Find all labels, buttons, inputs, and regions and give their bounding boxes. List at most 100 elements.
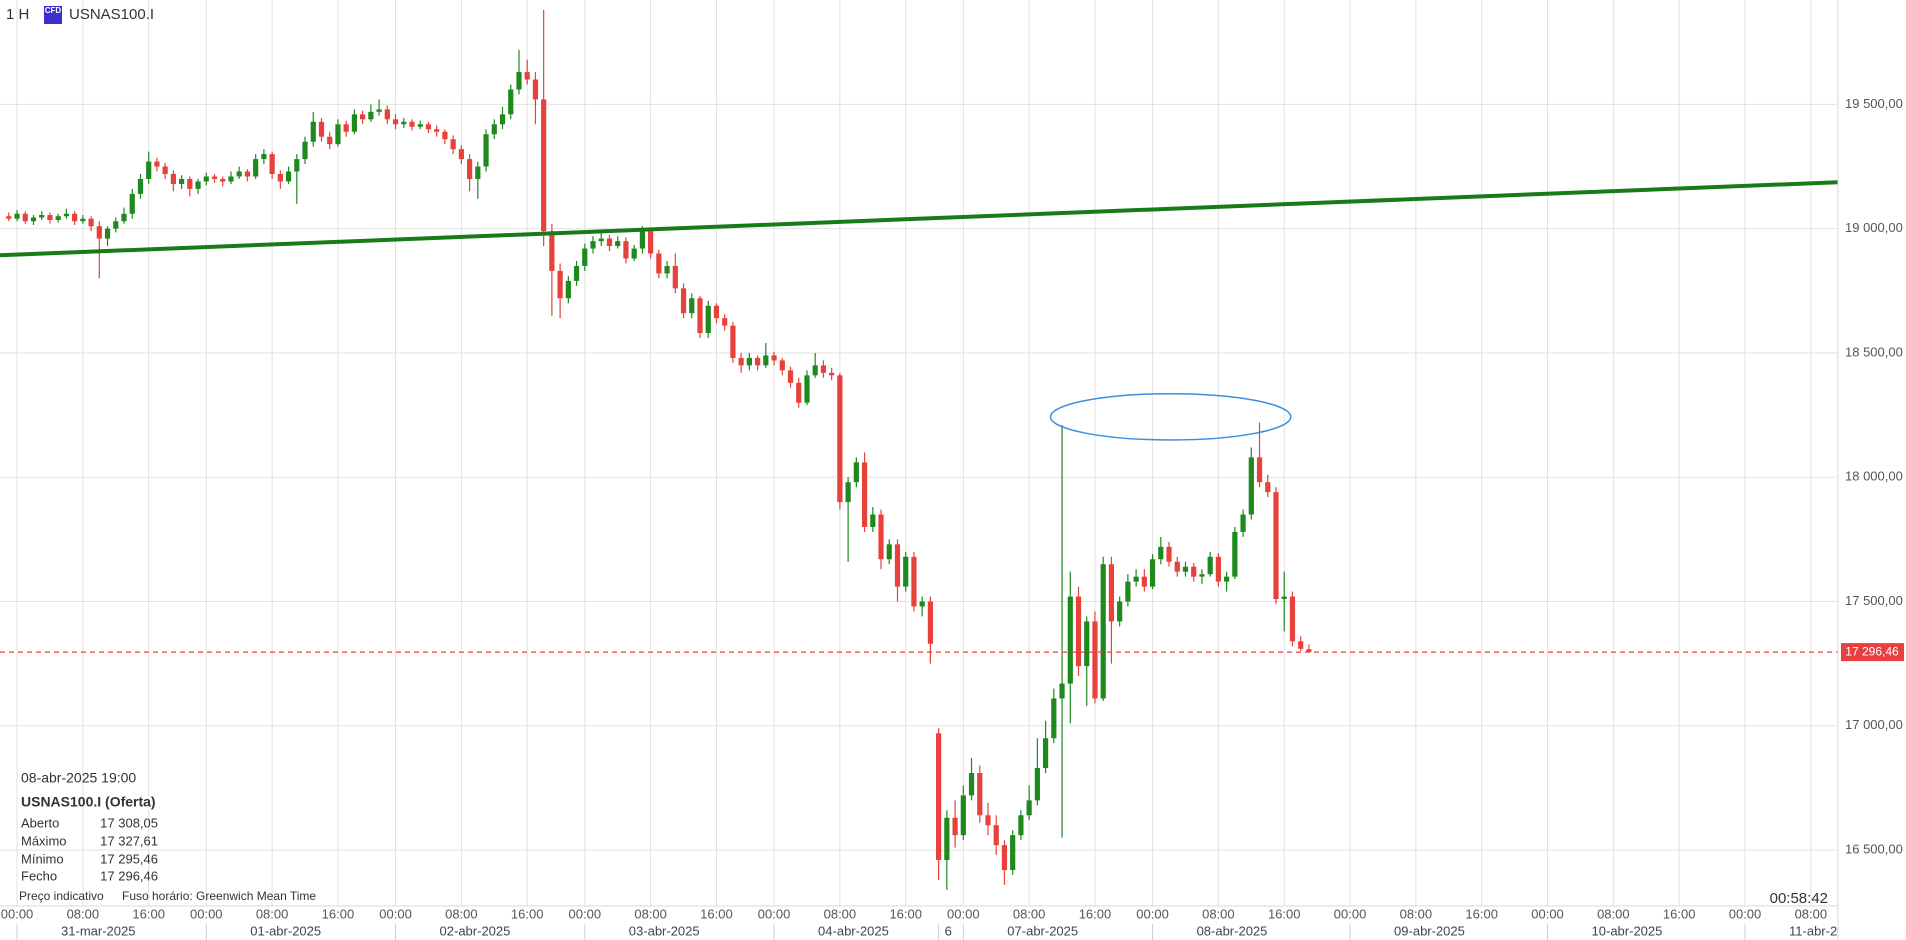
date-row: 31-mar-2025 01-abr-2025 02-abr-2025 03-abr-… xyxy=(16,923,1838,940)
x-tick-label: 08:00 xyxy=(1400,906,1433,921)
candle-body xyxy=(310,121,316,142)
candle-body xyxy=(919,601,925,607)
y-tick-label: 19 000,00 xyxy=(1845,220,1903,235)
candle-body xyxy=(524,72,530,80)
candle-body xyxy=(499,114,506,125)
candle-body xyxy=(812,365,818,376)
candle-body xyxy=(47,215,53,220)
plot xyxy=(0,9,1838,890)
candle-body xyxy=(368,111,374,120)
candle-body xyxy=(376,109,382,112)
candle-body xyxy=(467,159,473,179)
candle-body xyxy=(968,773,975,796)
candle-body xyxy=(565,280,571,299)
candle-body xyxy=(88,218,94,227)
candle-body xyxy=(508,89,514,115)
candle-body xyxy=(779,360,785,371)
info-symbol: USNAS100.I (Oferta) xyxy=(21,794,156,810)
candle-body xyxy=(1051,698,1057,739)
last-price-box xyxy=(1841,643,1904,662)
candle-body xyxy=(327,136,333,145)
info-value: 17 308,05 xyxy=(100,815,158,830)
candle-body xyxy=(1010,835,1016,870)
candle-body xyxy=(30,217,37,222)
date-label: 01-abr-2025 xyxy=(250,923,321,938)
candle-body xyxy=(1075,596,1082,667)
candle-body xyxy=(483,134,489,167)
x-tick-label: 00:00 xyxy=(569,906,602,921)
candle-body xyxy=(146,161,152,179)
x-tick-label: 16:00 xyxy=(322,906,355,921)
x-tick-label: 08:00 xyxy=(1795,906,1828,921)
candle-body xyxy=(1306,649,1312,653)
candle-body xyxy=(820,365,827,373)
info-value: 17 296,46 xyxy=(100,868,158,883)
candle-body xyxy=(1174,561,1180,572)
candle-body xyxy=(335,124,341,145)
candle-body xyxy=(590,241,596,249)
x-tick-label: 00:00 xyxy=(1729,906,1762,921)
candle-body xyxy=(993,825,999,846)
cfd-icon xyxy=(44,6,62,24)
candle-body xyxy=(722,318,728,326)
candle-body xyxy=(886,544,892,560)
candle-body xyxy=(1042,738,1049,769)
candle-body xyxy=(162,166,168,174)
candle-body xyxy=(952,817,958,836)
candle-body xyxy=(491,124,497,135)
candle-body xyxy=(294,159,300,172)
candle-body xyxy=(870,514,876,527)
candle-body xyxy=(170,173,176,184)
candle-body xyxy=(1117,601,1123,622)
candle-body xyxy=(1191,566,1197,577)
candle-body xyxy=(104,228,111,239)
x-tick-label: 08:00 xyxy=(634,906,667,921)
info-value: 17 327,61 xyxy=(100,833,158,848)
candle-body xyxy=(829,372,835,376)
candle-body xyxy=(179,178,185,184)
x-tick-label: 16:00 xyxy=(1465,906,1498,921)
candle-body xyxy=(878,514,884,560)
info-note: Preço indicativo xyxy=(19,889,104,903)
candle-body xyxy=(458,149,464,160)
ellipse-annotation xyxy=(1049,392,1292,441)
x-tick-label: 08:00 xyxy=(1597,906,1630,921)
y-tick-label: 17 000,00 xyxy=(1845,717,1903,732)
candle-body xyxy=(384,109,390,120)
candle-body xyxy=(516,72,522,90)
candle-body xyxy=(434,129,440,132)
candle-body xyxy=(1224,576,1230,582)
x-tick-label: 00:00 xyxy=(1334,906,1367,921)
candle-body xyxy=(1084,621,1090,667)
candle-body xyxy=(894,544,901,587)
candle-body xyxy=(417,124,423,127)
candle-body xyxy=(1149,559,1156,587)
candle-body xyxy=(1100,564,1106,699)
candle-body xyxy=(1158,546,1164,560)
candle-body xyxy=(187,178,193,189)
candle-body xyxy=(541,99,547,232)
candle-body xyxy=(195,181,201,189)
y-tick-label: 17 500,00 xyxy=(1845,593,1903,608)
candle-body xyxy=(680,288,687,314)
candle-body xyxy=(409,121,415,127)
candle-body xyxy=(845,482,851,503)
candle-body xyxy=(63,213,70,217)
candle-body xyxy=(1289,596,1296,642)
info-box: 08-abr-2025 19:00 USNAS100.I (Oferta) Ab… xyxy=(19,770,316,903)
candle-body xyxy=(80,218,86,222)
candle-body xyxy=(261,154,267,160)
candle-body xyxy=(664,265,670,274)
x-tick-label: 08:00 xyxy=(1202,906,1235,921)
x-tick-label: 00:00 xyxy=(947,906,980,921)
candle-body xyxy=(689,298,695,314)
candle-body xyxy=(754,357,761,366)
candle-body xyxy=(763,355,769,366)
info-timezone: Fuso horário: Greenwich Mean Time xyxy=(122,889,316,903)
x-tick-label: 16:00 xyxy=(511,906,544,921)
candle-body xyxy=(392,119,399,125)
candle-body xyxy=(360,114,366,120)
candle-body xyxy=(154,161,160,167)
x-tick-label: 00:00 xyxy=(758,906,791,921)
